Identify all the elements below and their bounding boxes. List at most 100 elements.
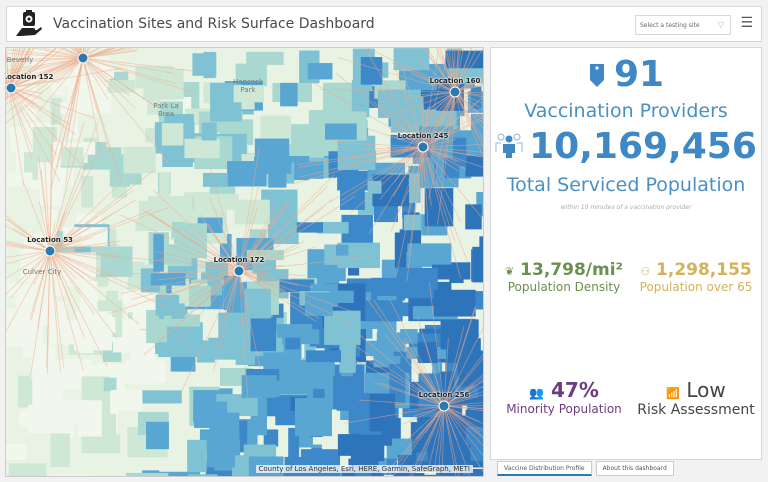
tab-about-dashboard[interactable]: About this dashboard — [595, 461, 674, 476]
census-tract — [417, 342, 438, 364]
census-tract — [159, 172, 170, 208]
census-tract — [305, 292, 333, 316]
census-tract — [138, 390, 182, 404]
vaccination-site-marker[interactable] — [77, 52, 89, 64]
vaccination-site-marker[interactable] — [438, 400, 450, 412]
census-tract — [304, 329, 316, 369]
census-tract — [77, 322, 94, 354]
census-tract — [310, 264, 340, 288]
census-tract — [336, 394, 353, 411]
census-tract — [6, 443, 27, 461]
providers-value: 91 — [613, 54, 665, 95]
census-tract — [193, 401, 228, 423]
census-tract — [197, 340, 215, 363]
census-tract — [460, 458, 473, 471]
testing-site-select[interactable]: Select a testing site ▽ — [635, 15, 731, 35]
population-value: 10,169,456 — [529, 126, 757, 167]
census-tract — [130, 349, 156, 385]
density-stat: ❦ 13,798/mi² Population Density — [499, 260, 629, 294]
census-tract — [81, 175, 94, 208]
population-count: 10,169,456 — [491, 126, 761, 167]
service-area-lines — [293, 48, 483, 282]
census-tract — [44, 368, 75, 383]
risk-surface-layer — [6, 48, 484, 477]
census-tract — [233, 85, 264, 103]
census-tract — [483, 143, 484, 172]
census-tract — [155, 471, 201, 476]
census-tract — [325, 123, 357, 140]
census-tract — [312, 448, 323, 460]
census-tract — [7, 172, 33, 187]
census-tract — [201, 122, 217, 141]
census-tract — [8, 463, 47, 476]
census-tract — [79, 476, 114, 477]
census-tract — [155, 294, 180, 316]
minority-value: 47% — [551, 378, 599, 402]
census-tract — [432, 262, 471, 280]
census-tract — [279, 360, 309, 395]
census-tract — [254, 156, 292, 174]
vaccination-site-marker[interactable] — [417, 141, 429, 153]
location-label: Location 160 — [429, 77, 481, 85]
census-tract — [367, 180, 382, 194]
census-tract — [371, 277, 405, 301]
census-tract — [241, 375, 277, 398]
census-tract — [49, 320, 74, 345]
census-tract — [250, 317, 277, 333]
census-tract — [465, 204, 482, 230]
vaccination-site-marker[interactable] — [6, 82, 17, 94]
vaccination-site-marker[interactable] — [44, 245, 56, 257]
vaccination-site-marker[interactable] — [449, 86, 461, 98]
place-label: Beverly — [6, 56, 34, 64]
chevron-down-icon: ▽ — [717, 20, 724, 29]
census-tract — [389, 363, 406, 404]
census-tract — [50, 430, 70, 468]
tree-people-icon: ❦ — [505, 265, 515, 278]
census-tract — [476, 192, 483, 217]
location-label: Location 53 — [27, 236, 73, 244]
census-tract — [355, 471, 372, 476]
census-tract — [329, 290, 354, 303]
location-label: Location 245 — [397, 132, 449, 140]
risk-stat: 📶 Low Risk Assessment — [631, 378, 761, 418]
census-tract — [146, 421, 169, 450]
census-tract — [394, 232, 407, 268]
census-tract — [284, 456, 306, 468]
census-tract — [188, 474, 218, 476]
census-tract — [472, 246, 483, 283]
census-tract — [94, 275, 109, 287]
census-tract — [337, 135, 376, 171]
people-icon: 👥 — [529, 386, 545, 400]
vaccination-site-marker[interactable] — [233, 265, 245, 277]
over65-stat: ⚇ 1,298,155 Population over 65 — [631, 260, 761, 294]
service-area-lines — [343, 282, 483, 476]
place-label: Park La Brea — [153, 102, 179, 118]
map-pin-icon — [589, 64, 604, 87]
tab-vaccine-distribution-profile[interactable]: Vaccine Distribution Profile — [497, 461, 592, 476]
census-tract — [24, 233, 56, 244]
census-tract — [66, 114, 79, 139]
census-tract — [206, 431, 235, 468]
census-tract — [50, 97, 62, 125]
census-tract — [103, 377, 117, 392]
census-tract — [393, 48, 430, 71]
census-tract — [427, 444, 471, 465]
providers-label: Vaccination Providers — [524, 100, 728, 122]
census-tract — [153, 233, 164, 272]
census-tract — [267, 221, 299, 245]
census-tract — [187, 439, 207, 473]
census-tract — [104, 71, 129, 84]
select-placeholder: Select a testing site — [640, 21, 700, 29]
census-tract — [307, 63, 333, 80]
census-tract — [373, 355, 401, 368]
census-tract — [407, 243, 452, 265]
census-tract — [81, 434, 121, 454]
hamburger-icon[interactable]: ☰ — [740, 15, 753, 31]
census-tract — [202, 172, 228, 187]
place-label: Hancock Park — [233, 78, 264, 94]
map[interactable]: Location 152 Location 160 Location 245 Loca… — [5, 47, 484, 477]
census-tract — [221, 455, 261, 467]
location-label: Location 256 — [418, 391, 470, 399]
census-tract — [151, 341, 189, 354]
census-tract — [154, 319, 168, 343]
